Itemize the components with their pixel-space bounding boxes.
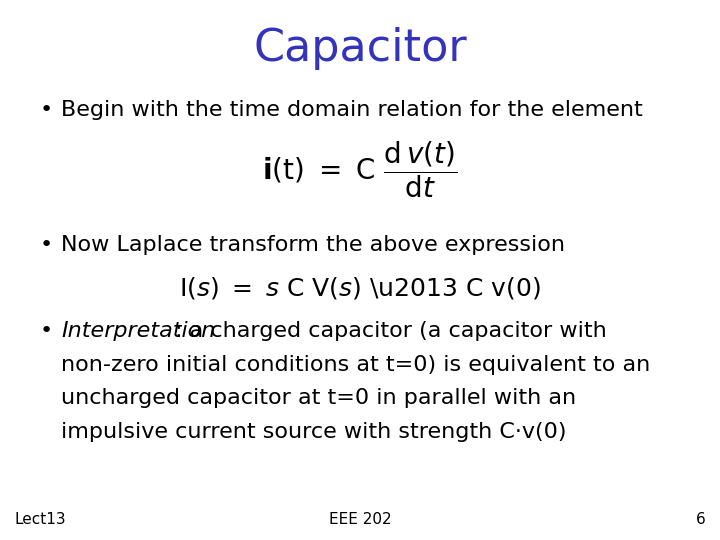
Text: 6: 6 — [696, 511, 706, 526]
Text: Interpretation: Interpretation — [61, 321, 215, 341]
Text: uncharged capacitor at t=0 in parallel with an: uncharged capacitor at t=0 in parallel w… — [61, 388, 576, 408]
Text: non-zero initial conditions at t=0) is equivalent to an: non-zero initial conditions at t=0) is e… — [61, 355, 650, 375]
Text: $\mathbf{i}$(t) $=$ C $\dfrac{\mathrm{d}\,v(t)}{\mathrm{d}t}$: $\mathbf{i}$(t) $=$ C $\dfrac{\mathrm{d}… — [263, 140, 457, 200]
Text: •: • — [40, 100, 53, 120]
Text: I($s$) $=$ $s$ C V($s$) \u2013 C v(0): I($s$) $=$ $s$ C V($s$) \u2013 C v(0) — [179, 275, 541, 301]
Text: : a charged capacitor (a capacitor with: : a charged capacitor (a capacitor with — [175, 321, 607, 341]
Text: Lect13: Lect13 — [14, 511, 66, 526]
Text: Now Laplace transform the above expression: Now Laplace transform the above expressi… — [61, 235, 565, 255]
Text: •: • — [40, 235, 53, 255]
Text: Begin with the time domain relation for the element: Begin with the time domain relation for … — [61, 100, 643, 120]
Text: EEE 202: EEE 202 — [329, 511, 391, 526]
Text: Capacitor: Capacitor — [253, 27, 467, 70]
Text: •: • — [40, 321, 53, 341]
Text: impulsive current source with strength C·v(0): impulsive current source with strength C… — [61, 422, 567, 442]
